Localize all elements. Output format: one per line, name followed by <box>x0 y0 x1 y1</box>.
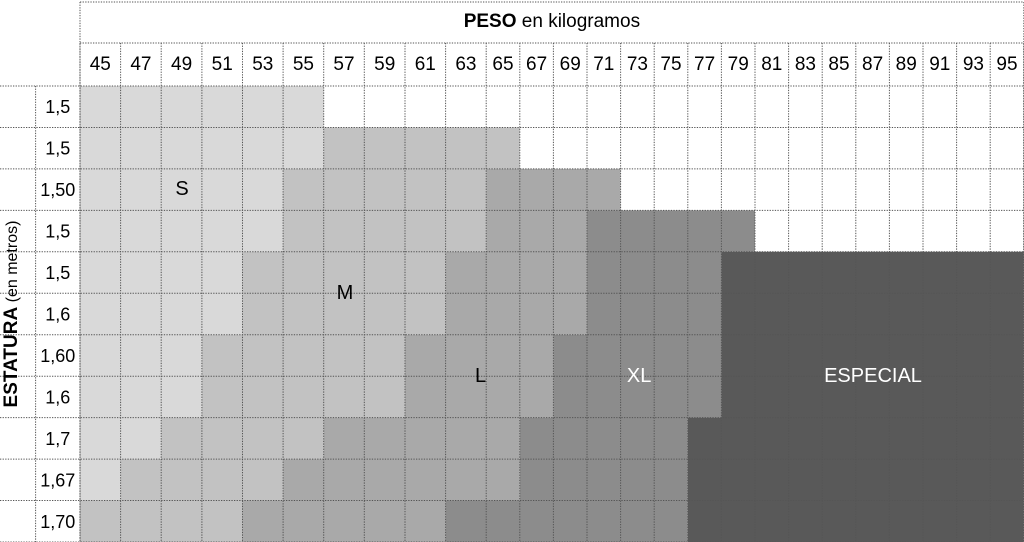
svg-text:53: 53 <box>252 54 273 75</box>
svg-text:89: 89 <box>896 54 917 75</box>
svg-text:1,5: 1,5 <box>45 222 70 242</box>
svg-text:S: S <box>175 178 188 200</box>
svg-text:49: 49 <box>171 54 192 75</box>
svg-text:85: 85 <box>828 54 849 75</box>
svg-text:1,50: 1,50 <box>40 180 75 200</box>
svg-text:45: 45 <box>90 54 111 75</box>
svg-text:93: 93 <box>963 54 984 75</box>
svg-text:77: 77 <box>694 54 715 75</box>
svg-text:1,70: 1,70 <box>40 512 75 532</box>
svg-text:PESO en kilogramos: PESO en kilogramos <box>464 11 640 32</box>
svg-text:69: 69 <box>560 54 581 75</box>
svg-text:ESTATURA (en metros): ESTATURA (en metros) <box>1 221 22 408</box>
svg-text:1,5: 1,5 <box>45 263 70 283</box>
svg-text:81: 81 <box>761 54 782 75</box>
svg-text:M: M <box>337 282 354 304</box>
svg-text:1,5: 1,5 <box>45 97 70 117</box>
svg-text:L: L <box>475 365 486 387</box>
svg-text:87: 87 <box>862 54 883 75</box>
svg-text:1,6: 1,6 <box>45 305 70 325</box>
svg-text:83: 83 <box>795 54 816 75</box>
svg-text:1,67: 1,67 <box>40 470 75 490</box>
svg-text:57: 57 <box>333 54 354 75</box>
svg-text:1,5: 1,5 <box>45 139 70 159</box>
svg-text:73: 73 <box>627 54 648 75</box>
svg-text:ESPECIAL: ESPECIAL <box>824 365 922 387</box>
svg-text:63: 63 <box>455 54 476 75</box>
svg-text:75: 75 <box>660 54 681 75</box>
svg-text:51: 51 <box>212 54 233 75</box>
svg-text:1,7: 1,7 <box>45 429 70 449</box>
svg-text:55: 55 <box>293 54 314 75</box>
svg-text:1,6: 1,6 <box>45 387 70 407</box>
svg-text:91: 91 <box>929 54 950 75</box>
svg-text:67: 67 <box>526 54 547 75</box>
svg-text:XL: XL <box>627 365 651 387</box>
svg-text:61: 61 <box>415 54 436 75</box>
svg-text:71: 71 <box>593 54 614 75</box>
svg-text:47: 47 <box>130 54 151 75</box>
svg-text:59: 59 <box>374 54 395 75</box>
svg-text:79: 79 <box>728 54 749 75</box>
svg-text:65: 65 <box>492 54 513 75</box>
svg-text:95: 95 <box>996 54 1017 75</box>
svg-text:1,60: 1,60 <box>40 346 75 366</box>
